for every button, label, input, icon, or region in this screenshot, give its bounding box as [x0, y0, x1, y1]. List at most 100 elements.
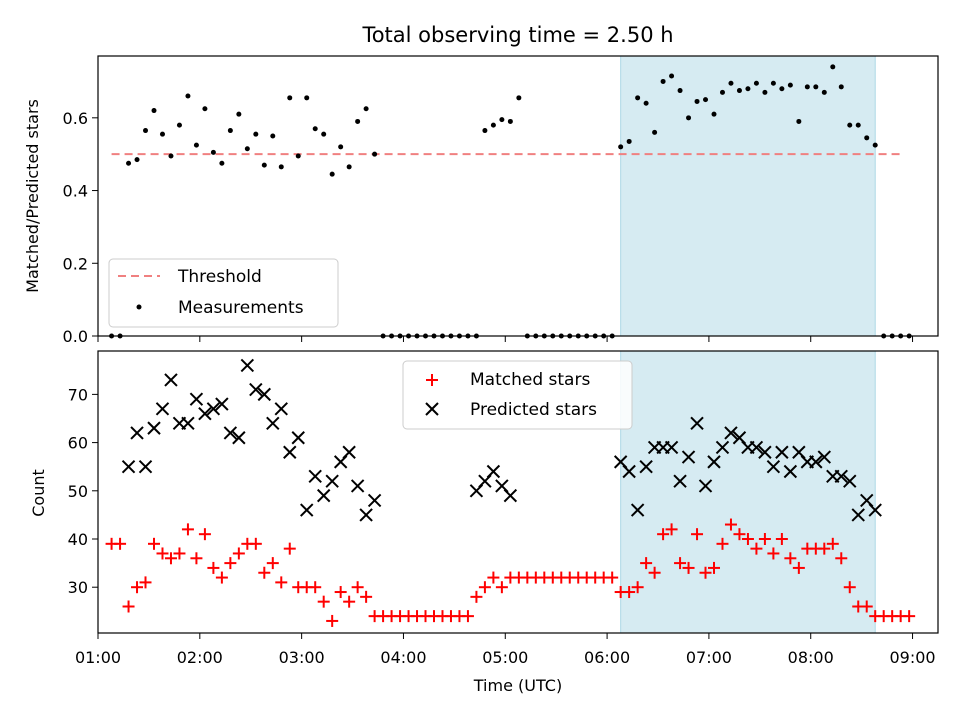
measurement-point — [838, 84, 844, 90]
y-tick-label: 0.4 — [63, 182, 88, 201]
measurement-point — [660, 78, 666, 84]
predicted-star-point — [681, 450, 696, 464]
matched-star-point — [648, 566, 661, 579]
bottom-axes-frame — [97, 350, 939, 634]
measurement-point — [244, 146, 250, 152]
predicted-star-point — [223, 426, 238, 440]
matched-star-point — [487, 571, 500, 584]
predicted-star-point — [232, 431, 246, 445]
matched-star-point — [470, 590, 483, 603]
matched-star-point — [360, 590, 373, 603]
measurement-point — [482, 128, 488, 134]
x-tick-label: 08:00 — [788, 648, 834, 667]
top-y-ticks: 0.0 0.2 0.4 0.6 — [63, 109, 98, 346]
measurement-point — [219, 160, 225, 166]
matched-star-point — [682, 561, 695, 574]
measurement-point — [126, 160, 132, 166]
matched-star-point — [835, 552, 848, 565]
measurement-point — [321, 131, 327, 137]
measurement-point — [847, 122, 853, 128]
matched-star-point — [309, 581, 322, 594]
y-tick-label: 0.6 — [63, 109, 88, 128]
legend-matched-label: Matched stars — [470, 370, 590, 390]
bottom-legend: Matched stars Predicted stars — [402, 360, 633, 430]
bottom-legend-box — [402, 360, 633, 430]
measurement-point — [134, 157, 140, 163]
bottom-panel: Count Time (UTC) 30 40 50 60 70 01:00 02:00 03… — [29, 350, 939, 695]
predicted-star-point — [809, 455, 823, 469]
matched-star-point — [190, 552, 203, 565]
matched-star-point — [207, 561, 220, 574]
predicted-star-point — [198, 406, 212, 421]
measurement-point — [872, 142, 878, 148]
predicted-star-point — [130, 426, 144, 440]
measurement-point — [762, 89, 768, 95]
top-chart-title: Total observing time = 2.50 h — [361, 23, 673, 47]
matched-star-point — [758, 533, 771, 545]
matched-star-point — [792, 561, 805, 574]
x-tick-label: 04:00 — [380, 648, 426, 667]
matched-star-point — [343, 595, 356, 608]
predicted-star-point — [291, 431, 305, 445]
measurement-point — [830, 64, 836, 70]
matched-star-point — [326, 614, 339, 627]
y-tick-label: 70 — [68, 385, 88, 404]
predicted-star-point — [359, 508, 373, 522]
matched-star-point — [351, 581, 364, 594]
predicted-star-point — [783, 464, 798, 479]
x-tick-label: 01:00 — [75, 648, 121, 667]
predicted-star-point — [138, 459, 153, 474]
predicted-star-point — [316, 488, 331, 503]
measurement-point — [507, 118, 513, 124]
measurement-point — [346, 164, 352, 170]
predicted-star-point — [367, 493, 382, 508]
x-axis-label: Time (UTC) — [473, 676, 562, 695]
predicted-star-point — [707, 455, 721, 469]
legend-matched-swatch — [426, 374, 438, 386]
measurement-point — [787, 82, 793, 88]
predicted-star-point — [206, 402, 221, 416]
measurement-point — [652, 129, 658, 135]
matched-star-point — [699, 566, 712, 579]
matched-star-point — [606, 571, 619, 584]
y-tick-label: 30 — [68, 578, 88, 597]
matched-star-point — [903, 610, 916, 623]
y-tick-label: 0.2 — [63, 254, 88, 273]
matched-star-point — [334, 586, 347, 599]
matched-star-point — [249, 537, 262, 550]
predicted-star-point — [630, 503, 645, 517]
measurement-point — [193, 142, 199, 148]
bottom-x-ticks: 01:00 02:00 03:00 04:00 05:00 06:00 07:00 08:00… — [75, 633, 936, 667]
y-tick-label: 60 — [68, 434, 88, 453]
predicted-star-point — [834, 469, 848, 484]
measurement-point — [864, 135, 870, 141]
top-legend: Threshold Measurements — [108, 258, 339, 328]
predicted-star-point — [775, 445, 789, 459]
matched-star-point — [164, 552, 177, 565]
legend-threshold-label: Threshold — [177, 267, 262, 287]
measurement-point — [363, 106, 369, 112]
measurement-point — [159, 131, 165, 137]
measurement-point — [703, 97, 709, 103]
predicted-star-point — [817, 450, 832, 464]
measurement-point — [770, 80, 776, 86]
predicted-star-point — [758, 445, 772, 459]
measurement-point — [635, 95, 641, 101]
measurement-point — [711, 111, 717, 117]
predicted-star-point — [749, 440, 764, 455]
predicted-star-point — [664, 440, 679, 455]
x-tick-label: 03:00 — [279, 648, 325, 667]
matched-star-point — [139, 576, 152, 589]
measurement-point — [329, 171, 335, 177]
predicted-star-point — [274, 402, 288, 416]
measurement-point — [516, 95, 522, 101]
bottom-y-axis-label: Count — [29, 469, 48, 517]
x-tick-label: 06:00 — [584, 648, 630, 667]
measurement-point — [168, 153, 174, 159]
matched-star-point — [784, 552, 797, 565]
predicted-star-point — [266, 416, 280, 431]
predicted-star-point — [698, 479, 713, 493]
predicted-star-point — [350, 479, 365, 493]
predicted-star-point — [164, 373, 178, 387]
measurement-point — [499, 117, 505, 123]
